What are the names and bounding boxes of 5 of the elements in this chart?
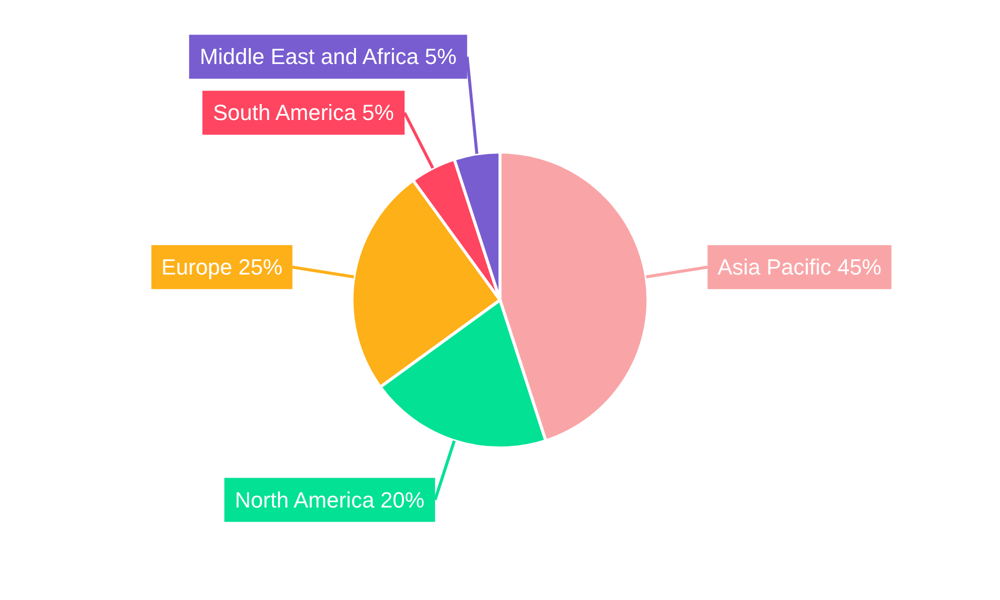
slice-label: Europe 25% (161, 254, 282, 280)
slice-label: Asia Pacific 45% (718, 254, 882, 280)
slice-label: Middle East and Africa 5% (200, 44, 457, 70)
slice-label: South America 5% (213, 100, 394, 126)
slice-label: North America 20% (234, 487, 424, 512)
